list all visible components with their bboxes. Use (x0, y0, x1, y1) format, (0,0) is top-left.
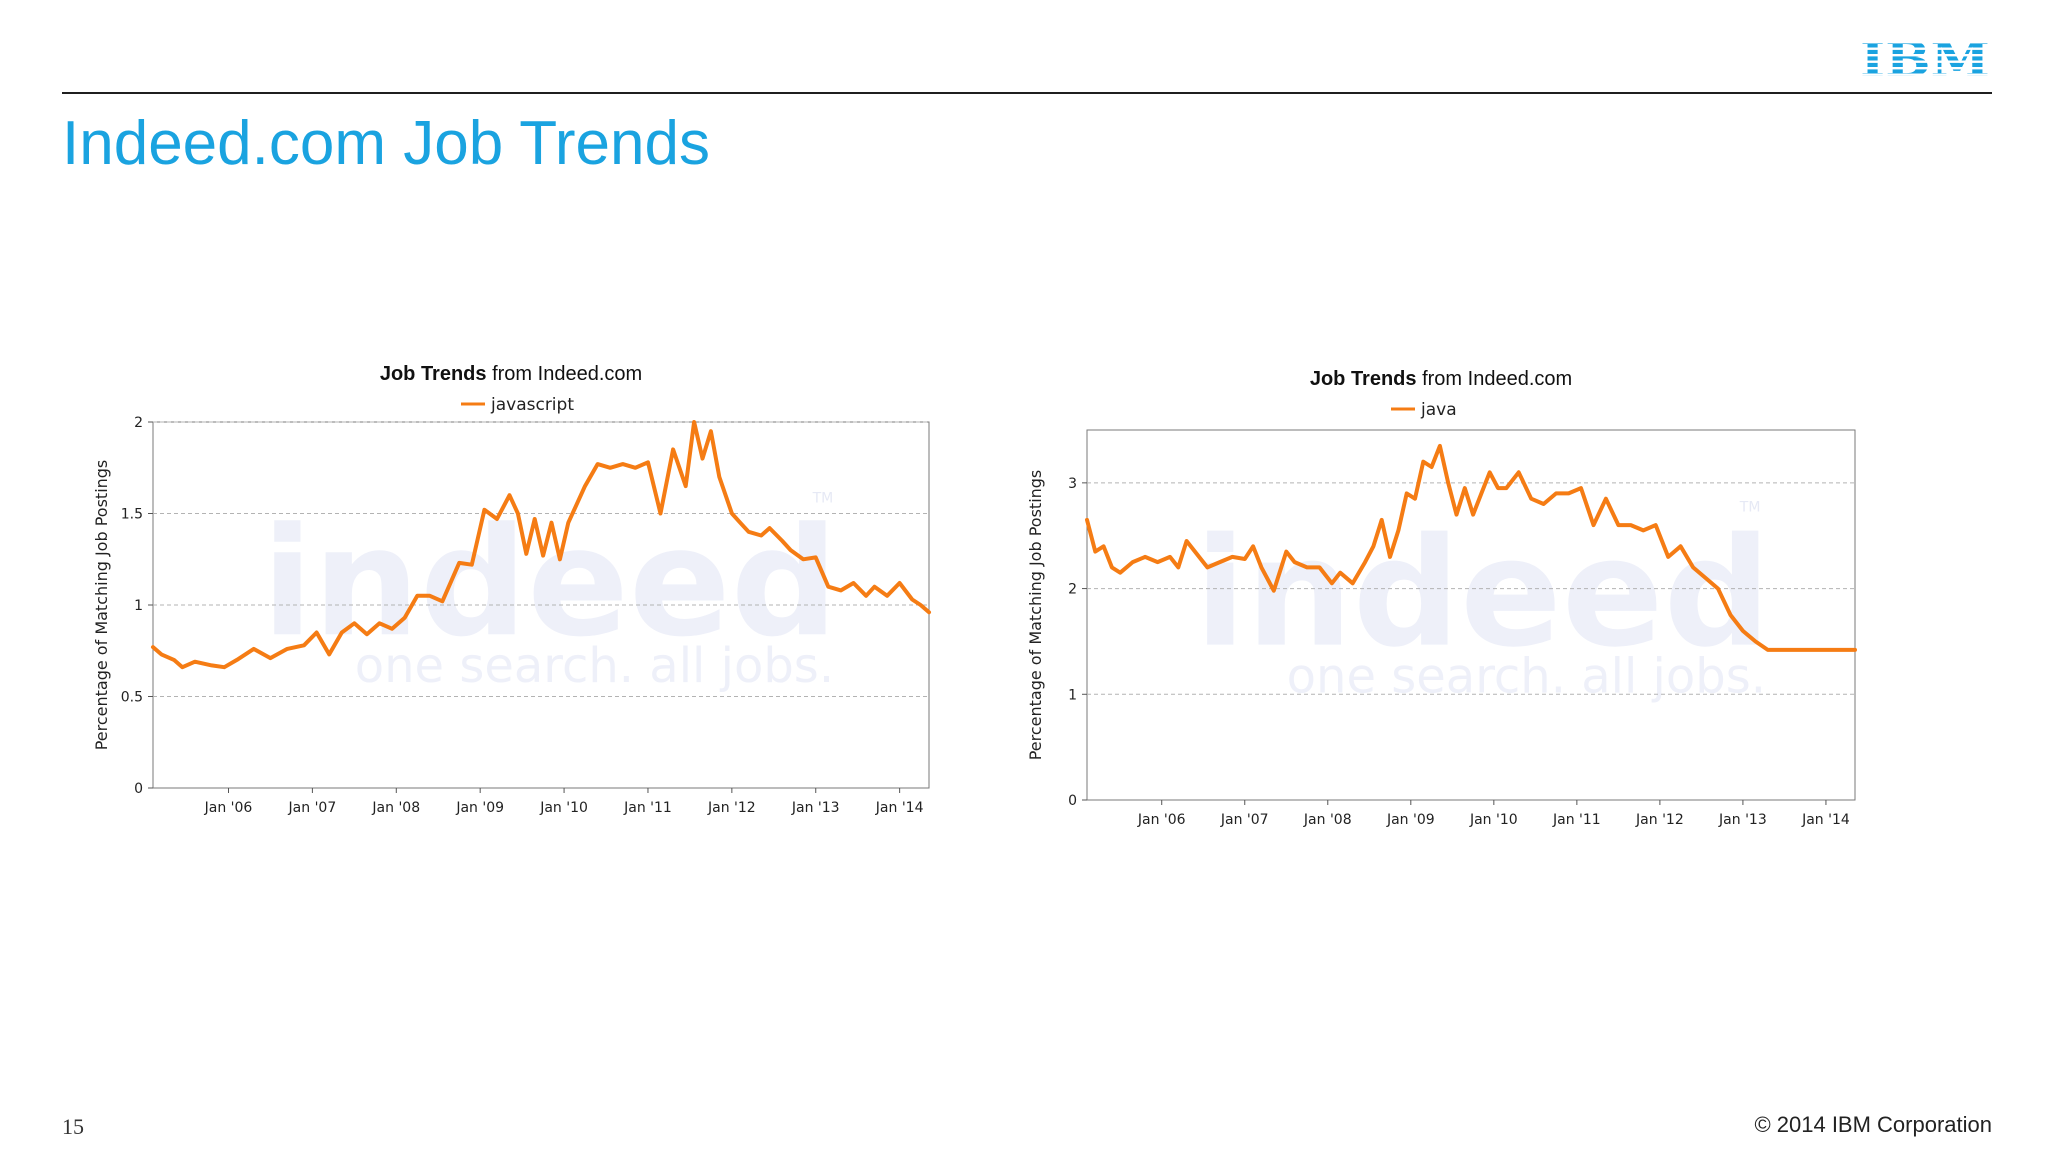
x-tick-label: Jan '13 (791, 800, 840, 816)
y-tick-label: 0 (134, 781, 143, 797)
x-tick-label: Jan '07 (1220, 812, 1269, 828)
chart-title: Job Trends from Indeed.com (380, 363, 642, 385)
chart-title: Job Trends from Indeed.com (1310, 368, 1572, 390)
y-axis-label: Percentage of Matching Job Postings (1026, 470, 1045, 761)
series-line-javascript (151, 420, 931, 670)
legend-label: java (1420, 400, 1457, 420)
copyright: © 2014 IBM Corporation (1754, 1112, 1992, 1137)
slide-title: Indeed.com Job Trends (62, 109, 710, 178)
y-tick-label: 1.5 (121, 507, 143, 523)
x-tick-label: Jan '08 (1303, 812, 1352, 828)
chart-title-rest: from Indeed.com (1417, 368, 1573, 390)
x-tick-label: Jan '08 (371, 800, 420, 816)
header-rule (62, 92, 1992, 94)
x-tick-label: Jan '14 (1801, 812, 1850, 828)
y-axis-label: Percentage of Matching Job Postings (92, 460, 111, 751)
page-number: 15 (62, 1114, 84, 1139)
x-tick-label: Jan '09 (1386, 812, 1435, 828)
y-tick-label: 0 (1068, 793, 1077, 809)
x-tick-label: Jan '09 (455, 800, 504, 816)
x-tick-label: Jan '06 (204, 800, 253, 816)
ibm-logo: IBM (1860, 36, 1990, 80)
watermark-tagline: one search. all jobs. (355, 638, 834, 694)
x-tick-label: Jan '11 (1552, 812, 1601, 828)
plot-frame (1086, 429, 1856, 801)
y-tick-label: 1 (1068, 687, 1077, 703)
y-tick-label: 1 (134, 598, 143, 614)
series-line-java (1085, 443, 1857, 652)
ibm-logo-text: IBM (1860, 36, 1990, 80)
x-tick-label: Jan '12 (707, 800, 756, 816)
y-tick-label: 0.5 (121, 690, 143, 706)
legend-label: javascript (490, 395, 574, 415)
x-tick-label: Jan '07 (288, 800, 337, 816)
y-tick-label: 3 (1068, 476, 1077, 492)
watermark-tagline: one search. all jobs. (1287, 649, 1766, 705)
y-tick-label: 2 (134, 415, 143, 431)
chart-title-bold: Job Trends (380, 363, 487, 385)
x-tick-label: Jan '11 (623, 800, 672, 816)
x-tick-label: Jan '06 (1137, 812, 1186, 828)
x-tick-label: Jan '13 (1718, 812, 1767, 828)
java-job-trends-chart: Job Trends from Indeed.com java indeedone … (1026, 368, 1857, 828)
chart-title-rest: from Indeed.com (487, 363, 643, 385)
x-tick-label: Jan '12 (1635, 812, 1684, 828)
watermark-indeed: indeed (1195, 507, 1771, 681)
javascript-job-trends-chart: Job Trends from Indeed.comjavascriptinde… (92, 363, 931, 816)
watermark-tm: TM (1739, 499, 1761, 515)
watermark-tm: TM (812, 491, 834, 507)
x-tick-label: Jan '14 (875, 800, 924, 816)
x-tick-label: Jan '10 (539, 800, 588, 816)
x-tick-label: Jan '10 (1469, 812, 1518, 828)
y-tick-label: 2 (1068, 582, 1077, 598)
chart-title-bold: Job Trends (1310, 368, 1417, 390)
